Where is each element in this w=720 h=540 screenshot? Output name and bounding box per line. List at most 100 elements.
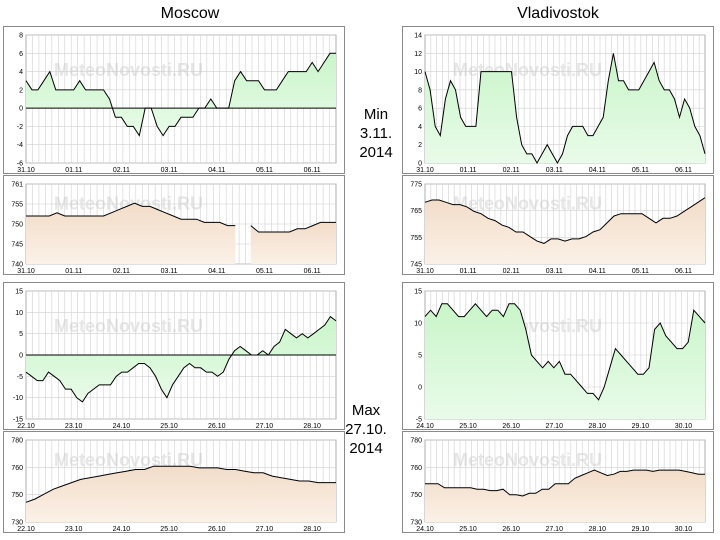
vladivostok-min-temp-ytick-label: 10 [414,69,422,76]
vladivostok-min-temp-xtick-label: 02.11 [503,167,520,174]
moscow-min-pressure-series-line [26,202,236,227]
moscow-max-temp-ytick-label: -5 [17,374,23,381]
vladivostok-max-temp-ytick-label: 5 [418,353,422,360]
moscow-min-temp-xtick-label: 04.11 [208,167,225,174]
vladivostok-min-temp-xtick-label: 01.11 [460,167,477,174]
moscow-min-pressure-ytick-label: 745 [11,242,23,249]
moscow-max-temp-xtick-label: 24.10 [113,423,131,430]
vladivostok-min-temp-ytick-label: 2 [418,142,422,149]
moscow-min-pressure-ytick-label: 740 [11,262,23,269]
moscow-min-pressure-series-line [250,221,336,233]
moscow-max-pressure-series-line [25,465,336,503]
vladivostok-max-temp-xtick-label: 27.10 [545,423,563,430]
moscow-max-temp-ytick-label: 15 [15,289,23,296]
vladivostok-max-temp-xtick-label: 24.10 [416,423,434,430]
moscow-max-pressure-xtick-label: 27.10 [256,526,274,533]
moscow-min-pressure-panel: 761 755 750 745 740 31.10 01.11 02.11 03.11 04.11… [3,175,345,275]
moscow-min-pressure-xtick-label: 04.11 [208,268,225,275]
moscow-min-temp-xtick-label: 05.11 [256,167,273,174]
moscow-min-temp-series-line [25,52,336,137]
moscow-max-temp-panel: 15 10 5 0 -5 -10 -15 22.10 23.10 24.10 25.10 26.10 2… [3,282,345,430]
moscow-min-pressure-ytick-label: 761 [11,182,23,189]
vladivostok-max-pressure-xtick-label: 28.10 [589,526,607,533]
moscow-max-pressure-ytick-label: 730 [11,520,23,527]
moscow-max-pressure-ytick-label: 780 [11,438,23,445]
vladivostok-min-temp-xtick-label: 04.11 [589,167,606,174]
vladivostok-min-temp-ytick-label: 6 [418,106,422,113]
max-label-line-2: 27.10. [345,421,387,438]
moscow-min-pressure-xtick-label: 05.11 [256,268,273,275]
vladivostok-min-pressure-ytick-label: 755 [410,235,422,242]
moscow-max-pressure-watermark: MeteoNovosti.RU [54,450,203,470]
city-title-moscow: Moscow [160,5,220,22]
moscow-min-temp-xtick-label: 06.11 [304,167,321,174]
moscow-min-temp-watermark: MeteoNovosti.RU [54,60,203,80]
moscow-min-pressure-xtick-label: 01.11 [65,268,82,275]
moscow-max-pressure-xtick-label: 24.10 [113,526,131,533]
moscow-min-pressure-ytick-label: 750 [11,222,23,229]
max-label-line-1: Max [351,402,381,419]
moscow-max-temp-xtick-label: 22.10 [17,423,35,430]
moscow-max-temp-ytick-label: -15 [13,417,23,424]
vladivostok-max-temp-ytick-label: 10 [414,321,422,328]
moscow-min-temp-ytick-label: 8 [19,33,23,40]
moscow-min-temp-ytick-label: -2 [17,124,23,131]
moscow-max-temp-xtick-label: 26.10 [208,423,226,430]
moscow-max-temp-series-line [25,315,337,403]
vladivostok-min-temp-ytick-label: 4 [418,124,422,131]
min-label-line-3: 2014 [359,144,393,161]
vladivostok-max-temp-xtick-label: 28.10 [589,423,607,430]
vladivostok-min-temp-xtick-label: 31.10 [416,167,434,174]
moscow-max-pressure-xtick-label: 25.10 [160,526,178,533]
moscow-min-pressure-area [26,203,236,264]
moscow-min-temp-ytick-label: -6 [17,161,23,168]
moscow-min-temp-xtick-label: 01.11 [65,167,82,174]
vladivostok-max-temp-xtick-label: 26.10 [502,423,520,430]
moscow-max-temp-xtick-label: 27.10 [256,423,274,430]
vladivostok-min-pressure-area [425,197,705,264]
vladivostok-min-pressure-xtick-label: 31.10 [416,268,434,275]
moscow-min-temp-ytick-label: 4 [19,69,23,76]
vladivostok-max-temp-xtick-label: 25.10 [459,423,477,430]
moscow-min-pressure-xtick-label: 06.11 [304,268,321,275]
vladivostok-max-pressure-xtick-label: 27.10 [545,526,563,533]
moscow-min-pressure-watermark: MeteoNovosti.RU [54,194,203,214]
vladivostok-max-pressure-ytick-label: 750 [410,492,422,499]
moscow-min-temp-ytick-label: -4 [17,142,23,149]
min-label-line-2: 3.11. [359,125,393,142]
moscow-min-temp-xtick-label: 02.11 [113,167,130,174]
moscow-min-pressure-area [250,222,336,264]
vladivostok-min-pressure-xtick-label: 06.11 [675,268,692,275]
vladivostok-max-pressure-xtick-label: 30.10 [675,526,693,533]
vladivostok-min-pressure-ytick-label: 745 [410,262,422,269]
moscow-min-pressure-xtick-label: 03.11 [161,268,178,275]
moscow-max-pressure-ytick-label: 760 [11,465,23,472]
vladivostok-max-pressure-xtick-label: 26.10 [502,526,520,533]
moscow-max-pressure-area [26,466,336,522]
moscow-min-pressure-xtick-label: 31.10 [17,268,35,275]
moscow-max-temp-xtick-label: 23.10 [65,423,83,430]
vladivostok-min-temp-ytick-label: 0 [418,161,422,168]
vladivostok-min-temp-chart: 14 12 10 8 6 4 2 031.10 01.11 02.11 03.11 04.11 05.1… [414,33,706,174]
moscow-max-temp-xtick-label: 25.10 [160,423,178,430]
vladivostok-min-temp-series-line [424,53,706,165]
vladivostok-max-temp-ytick-label: 0 [418,385,422,392]
vladivostok-min-temp-ytick-label: 8 [418,87,422,94]
moscow-min-temp-panel: 8 6 4 2 0 -2 -4 -6 31.10 01.11 02.11 03.11 04.11 05.1… [3,26,345,174]
moscow-min-temp-xtick-label: 31.10 [17,167,35,174]
vladivostok-max-pressure-xtick-label: 29.10 [632,526,650,533]
moscow-max-temp-ytick-label: 5 [19,331,23,338]
moscow-min-temp-xtick-label: 03.11 [161,167,178,174]
vladivostok-min-pressure-xtick-label: 02.11 [503,268,520,275]
vladivostok-max-temp-series-line [424,303,706,401]
moscow-max-temp-ytick-label: 0 [19,353,23,360]
moscow-min-pressure-xtick-label: 02.11 [113,268,130,275]
moscow-min-temp-ytick-label: 6 [19,51,23,58]
moscow-min-pressure-ytick-label: 755 [11,202,23,209]
vladivostok-max-pressure-xtick-label: 24.10 [416,526,434,533]
moscow-max-pressure-xtick-label: 23.10 [65,526,83,533]
